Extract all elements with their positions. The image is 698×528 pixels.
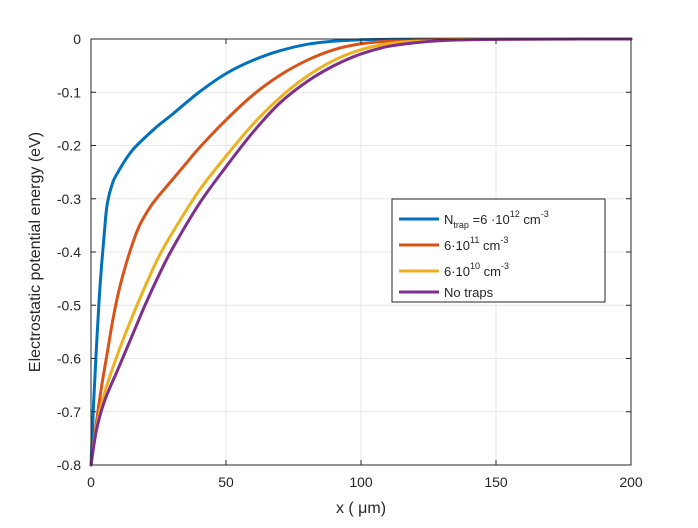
legend-text-part: cm xyxy=(479,238,500,253)
legend-supscript: -3 xyxy=(500,235,508,245)
legend-entry: Ntrap =6 ·1012 cm-3 xyxy=(444,209,549,230)
legend: Ntrap =6 ·1012 cm-36·1011 cm-36·1010 cm-… xyxy=(391,198,606,303)
y-tick-label: -0.8 xyxy=(57,457,81,473)
x-tick-label: 100 xyxy=(349,474,373,490)
series-line-4 xyxy=(89,37,633,467)
legend-text-part: cm xyxy=(480,264,501,279)
legend-text-part: =6 ·10 xyxy=(469,212,510,227)
legend-entry: No traps xyxy=(444,285,494,300)
legend-entry: 6·1010 cm-3 xyxy=(444,261,509,279)
legend-text-part: 6·10 xyxy=(444,264,470,279)
y-tick-label: -0.2 xyxy=(57,138,81,154)
y-tick-label: -0.3 xyxy=(57,191,81,207)
y-tick-label: -0.7 xyxy=(57,404,81,420)
x-tick-label: 50 xyxy=(218,474,234,490)
y-tick-label: -0.4 xyxy=(57,244,81,260)
x-tick-label: 150 xyxy=(484,474,508,490)
legend-supscript: -3 xyxy=(501,261,509,271)
legend-entry: 6·1011 cm-3 xyxy=(444,235,508,253)
y-tick-label: -0.6 xyxy=(57,351,81,367)
legend-text-part: cm xyxy=(520,212,541,227)
y-tick-label: 0 xyxy=(73,31,81,47)
x-axis-label: x ( μm) xyxy=(336,500,386,517)
legend-text-part: No traps xyxy=(444,285,494,300)
legend-supscript: 12 xyxy=(510,209,520,219)
legend-supscript: -3 xyxy=(541,209,549,219)
ticks: 0 50 100 150 200 0 -0.1 -0.2 -0.3 -0.4 -0.5 -0.6 -0.… xyxy=(57,31,643,490)
x-tick-label: 0 xyxy=(87,474,95,490)
legend-text-part: 6·10 xyxy=(444,238,470,253)
y-tick-label: -0.1 xyxy=(57,84,81,100)
legend-subscript: trap xyxy=(453,220,469,230)
legend-supscript: 11 xyxy=(470,235,479,245)
y-axis-label: Electrostatic potential energy (eV) xyxy=(27,132,44,372)
legend-box xyxy=(391,198,606,303)
x-tick-label: 200 xyxy=(619,474,643,490)
legend-text-part: N xyxy=(444,212,453,227)
legend-supscript: 10 xyxy=(470,261,480,271)
y-tick-label: -0.5 xyxy=(57,297,81,313)
